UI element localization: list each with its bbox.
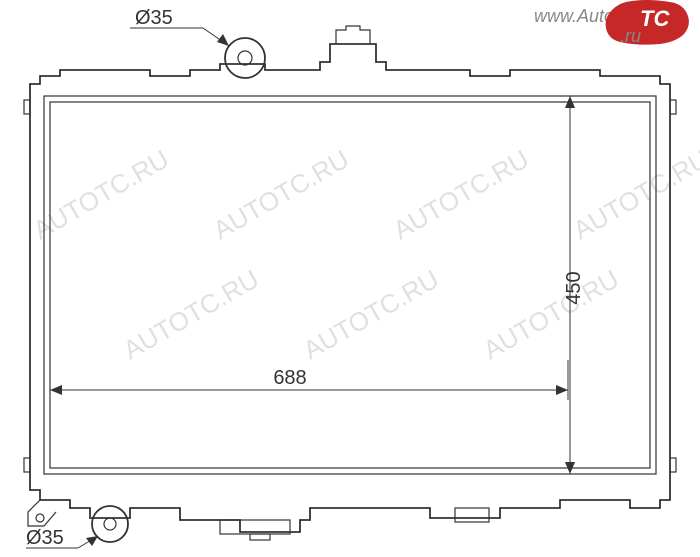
watermark-layer: AUTOTC.RU AUTOTC.RU AUTOTC.RU AUTOTC.RU … bbox=[28, 144, 700, 366]
radiator-diagram: AUTOTC.RU AUTOTC.RU AUTOTC.RU AUTOTC.RU … bbox=[0, 0, 700, 557]
dim-top-port-label: Ø35 bbox=[135, 7, 173, 29]
svg-text:TC: TC bbox=[640, 6, 670, 31]
bottom-tank bbox=[30, 474, 670, 532]
top-port bbox=[225, 38, 265, 78]
watermark: AUTOTC.RU bbox=[568, 144, 700, 246]
watermark: AUTOTC.RU bbox=[298, 264, 444, 366]
watermark: AUTOTC.RU bbox=[208, 144, 354, 246]
dim-width: 688 bbox=[50, 360, 568, 400]
watermark: AUTOTC.RU bbox=[388, 144, 534, 246]
dim-top-port: Ø35 bbox=[130, 7, 229, 46]
svg-text:.ru: .ru bbox=[620, 26, 641, 46]
filler-cap bbox=[336, 26, 370, 44]
svg-text:www.Auto: www.Auto bbox=[534, 6, 614, 26]
dim-bottom-port: Ø35 bbox=[26, 527, 98, 549]
watermark: AUTOTC.RU bbox=[478, 264, 624, 366]
dim-height-label: 450 bbox=[563, 271, 585, 304]
dim-width-label: 688 bbox=[273, 367, 306, 389]
top-tank bbox=[30, 44, 670, 96]
site-logo: www.Auto TC .ru bbox=[534, 0, 689, 46]
watermark: AUTOTC.RU bbox=[118, 264, 264, 366]
dim-bottom-port-label: Ø35 bbox=[26, 527, 64, 549]
